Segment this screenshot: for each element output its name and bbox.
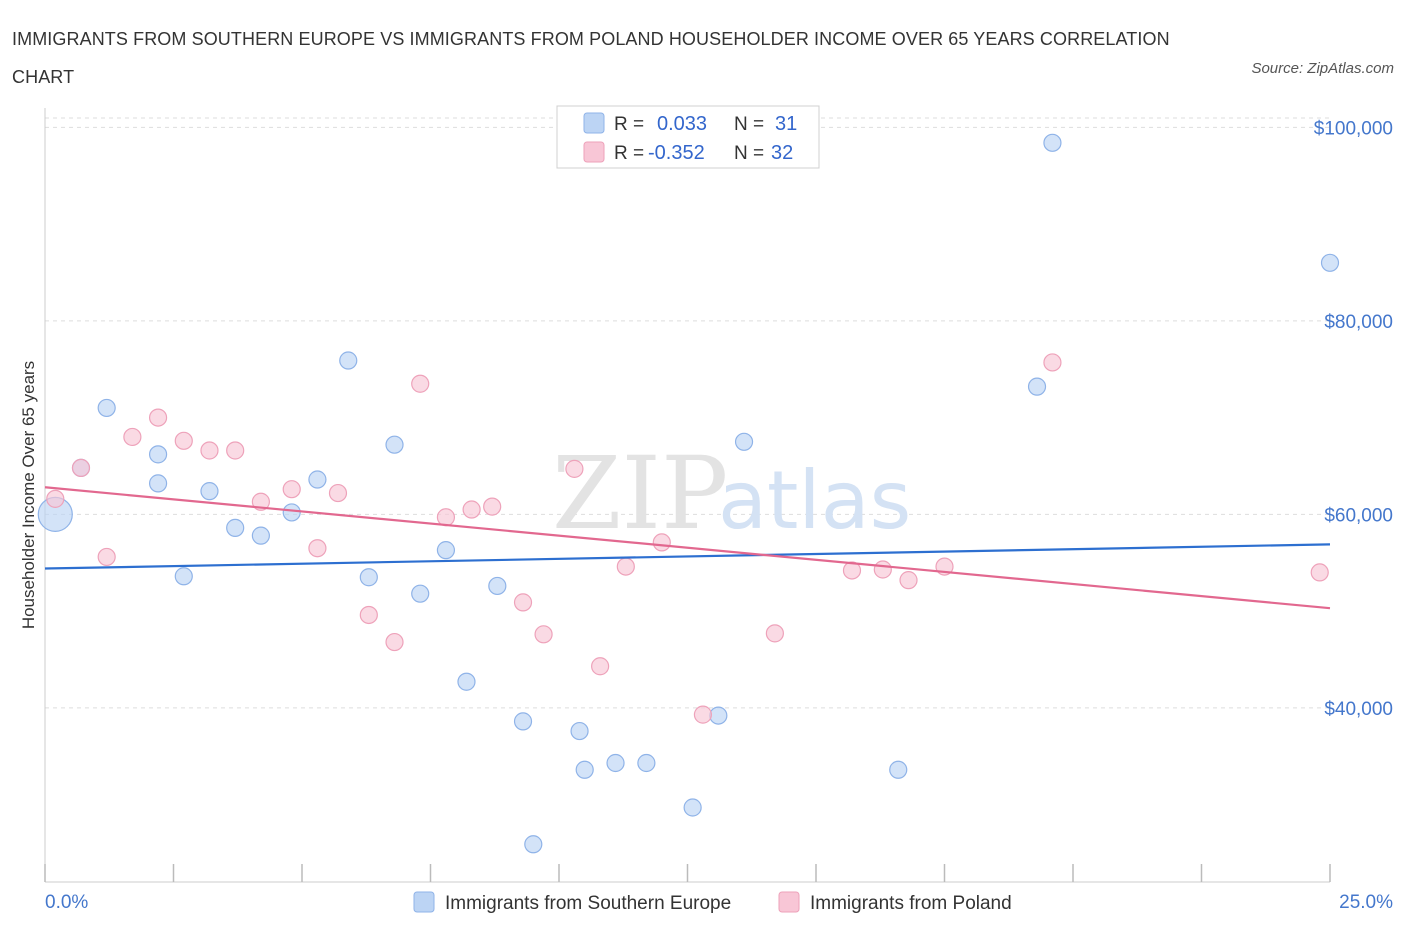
southern-europe-point <box>174 567 193 586</box>
southern-europe-point <box>1027 377 1047 396</box>
grid-layer <box>45 117 1330 709</box>
southern-europe-point <box>570 721 589 741</box>
poland-point <box>616 557 635 576</box>
southern-europe-point <box>148 445 168 464</box>
legend-swatch-poland <box>778 891 800 913</box>
y-axis-label: Householder Income Over 65 years <box>19 361 38 629</box>
southern-europe-point <box>524 835 543 854</box>
series-legend: Immigrants from Southern Europe Immigran… <box>413 891 1012 914</box>
southern-europe-point <box>575 760 594 779</box>
watermark: ZIP atlas <box>552 435 911 552</box>
poland-point <box>873 560 892 579</box>
poland-point <box>123 427 142 447</box>
points-layer <box>37 133 1340 854</box>
trend-layer <box>44 486 1331 610</box>
poland-point <box>513 593 533 612</box>
poland-point <box>385 632 404 652</box>
poland-point <box>282 480 301 499</box>
poland-point <box>565 459 584 478</box>
southern-europe-point <box>637 753 656 773</box>
poland-point <box>411 374 430 393</box>
southern-europe-point <box>709 706 728 725</box>
southern-europe-point <box>411 584 430 603</box>
southern-europe-point <box>1043 133 1062 152</box>
poland-point <box>308 539 327 558</box>
southern-europe-point <box>488 576 507 596</box>
legend-label-southern-europe: Immigrants from Southern Europe <box>445 893 731 914</box>
poland-point <box>1310 563 1329 582</box>
poland-point <box>899 571 918 590</box>
poland-point <box>328 483 348 503</box>
poland-point <box>483 497 502 516</box>
stats-r-label-2: R = <box>614 143 644 164</box>
poland-point <box>200 441 219 460</box>
poland-point <box>436 508 456 527</box>
x-tick-label-start: 0.0% <box>45 892 88 913</box>
stats-r-label-1: R = <box>614 114 644 135</box>
southern-europe-point <box>436 541 456 560</box>
southern-europe-point <box>359 568 378 587</box>
stats-n-value-2: 32 <box>771 142 793 164</box>
southern-europe-point <box>339 351 358 370</box>
southern-europe-trendline <box>44 543 1331 570</box>
southern-europe-point <box>683 798 702 817</box>
y-tick-label: $40,000 <box>1324 699 1393 720</box>
legend-swatch-southern-europe <box>413 891 435 913</box>
poland-point <box>1043 353 1062 372</box>
poland-point <box>148 408 168 427</box>
poland-point <box>591 657 610 676</box>
southern-europe-point <box>1320 253 1340 272</box>
poland-point <box>71 458 91 478</box>
poland-point <box>46 489 65 508</box>
poland-point <box>251 492 270 511</box>
legend-label-poland: Immigrants from Poland <box>810 893 1012 914</box>
poland-point <box>652 533 671 552</box>
x-tick-label-end: 25.0% <box>1339 892 1393 913</box>
southern-europe-point <box>200 482 219 501</box>
y-tick-label: $60,000 <box>1324 505 1393 526</box>
poland-point <box>359 605 378 625</box>
chart-title: IMMIGRANTS FROM SOUTHERN EUROPE VS IMMIG… <box>12 29 1170 87</box>
poland-point <box>765 624 784 643</box>
watermark-atlas: atlas <box>718 454 911 547</box>
poland-point <box>842 561 862 580</box>
stats-r-value-1: 0.033 <box>657 113 707 135</box>
stats-n-label-1: N = <box>734 114 764 135</box>
southern-europe-point <box>734 432 754 451</box>
southern-europe-point <box>251 526 270 545</box>
southern-europe-point <box>889 760 908 779</box>
y-tick-label: $100,000 <box>1314 118 1393 139</box>
southern-europe-point <box>226 518 245 537</box>
stats-n-value-1: 31 <box>775 113 797 135</box>
southern-europe-point <box>308 470 327 489</box>
stats-n-label-2: N = <box>734 143 764 164</box>
watermark-zip: ZIP <box>552 435 728 552</box>
stats-legend: R = 0.033 N = 31 R = -0.352 N = 32 <box>556 105 820 169</box>
poland-point <box>226 441 245 460</box>
southern-europe-point <box>97 398 116 418</box>
southern-europe-point <box>385 435 404 454</box>
source-credit: Source: ZipAtlas.com <box>1251 60 1394 77</box>
stats-swatch-pink <box>583 141 605 163</box>
southern-europe-point <box>513 712 533 731</box>
stats-swatch-blue <box>583 112 605 134</box>
poland-point <box>97 547 116 567</box>
southern-europe-point <box>457 672 476 691</box>
y-tick-label: $80,000 <box>1324 312 1393 333</box>
axes-layer: $40,000 $60,000 $80,000 $100,000 0.0% 25.0% <box>44 108 1393 913</box>
poland-point <box>174 431 193 450</box>
southern-europe-point <box>148 474 168 493</box>
poland-point <box>534 625 553 644</box>
poland-point <box>462 500 481 519</box>
stats-r-value-2: -0.352 <box>648 142 705 164</box>
poland-trendline <box>44 486 1331 610</box>
poland-point <box>693 705 713 724</box>
southern-europe-point <box>606 753 625 773</box>
southern-europe-point <box>282 503 301 522</box>
